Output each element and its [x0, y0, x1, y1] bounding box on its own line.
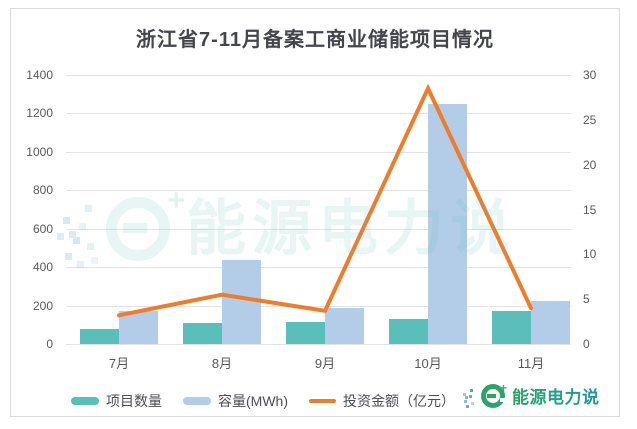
bar-capacity: [325, 308, 364, 344]
legend-item-projects: 项目数量: [71, 391, 162, 411]
bar-projects: [183, 322, 222, 344]
legend-item-investment: 投资金额（亿元）: [309, 391, 455, 411]
gridline: [66, 344, 571, 345]
legend-label: 投资金额（亿元）: [343, 393, 455, 409]
logo-e-icon: +: [481, 380, 507, 408]
legend-label: 项目数量: [106, 393, 162, 409]
chart-title: 浙江省7-11月备案工商业储能项目情况: [136, 29, 494, 51]
legend-swatch-icon: [71, 397, 99, 405]
y-axis-right-tick: 5: [583, 292, 590, 307]
bar-capacity: [531, 300, 570, 344]
x-axis-month-label: 10月: [414, 356, 442, 371]
chart-card: 浙江省7-11月备案工商业储能项目情况 1400 1200 1000 800 600 40…: [10, 8, 620, 417]
logo-brand-text: 能源电力说: [512, 383, 600, 408]
gridline: [66, 190, 571, 192]
bar-capacity: [119, 311, 158, 344]
bar-projects: [80, 328, 119, 344]
logo-e-gap: [500, 397, 505, 402]
bar-capacity: [222, 260, 261, 344]
bar-projects: [389, 319, 428, 344]
gridline: [66, 228, 571, 230]
logo-plus-icon: +: [499, 380, 507, 395]
y-axis-right-tick: 0: [583, 337, 590, 351]
y-axis-left-tick: 0: [46, 337, 53, 351]
x-axis-month-label: 9月: [314, 356, 336, 371]
bar-capacity: [428, 103, 467, 344]
x-axis-month-label: 7月: [108, 356, 130, 371]
y-axis-right-tick: 10: [583, 247, 597, 262]
legend: 项目数量 容量(MWh) 投资金额（亿元）: [71, 391, 455, 411]
x-axis-month-label: 11月: [517, 356, 545, 371]
x-axis-month-label: 8月: [211, 356, 233, 371]
y-axis-left-tick: 1400: [26, 68, 53, 82]
legend-swatch-icon: [309, 399, 336, 403]
y-axis-left-tick: 1200: [26, 106, 53, 121]
y-axis-left-tick: 800: [32, 183, 53, 198]
y-axis-left-tick: 1000: [26, 144, 53, 159]
y-axis-left-tick: 400: [32, 260, 53, 275]
logo-pixel-dots-icon: [465, 396, 468, 399]
y-axis-left-tick: 600: [32, 221, 53, 236]
investment-line: [117, 83, 533, 318]
gridline: [66, 151, 571, 153]
y-axis-right-tick: 15: [583, 202, 597, 217]
legend-item-capacity: 容量(MWh): [183, 391, 288, 411]
y-axis-right-tick: 30: [583, 68, 597, 82]
y-axis-left-tick: 200: [32, 298, 53, 313]
plot-area: 1400 1200 1000 800 600 400 200 0 30 25 20 15 10 5 0 7月 8…: [11, 9, 621, 418]
legend-label: 容量(MWh): [218, 393, 288, 409]
y-axis-right-tick: 25: [583, 112, 597, 127]
logo-e-mid: [487, 393, 496, 398]
y-axis-right-tick: 20: [583, 157, 597, 172]
gridline: [66, 305, 571, 307]
bar-projects: [286, 321, 325, 344]
gridline: [66, 75, 571, 76]
gridline: [66, 113, 571, 115]
bar-projects: [492, 311, 531, 344]
gridline: [66, 267, 571, 269]
legend-swatch-icon: [183, 397, 211, 405]
brand-logo: + 能源电力说: [463, 380, 600, 408]
